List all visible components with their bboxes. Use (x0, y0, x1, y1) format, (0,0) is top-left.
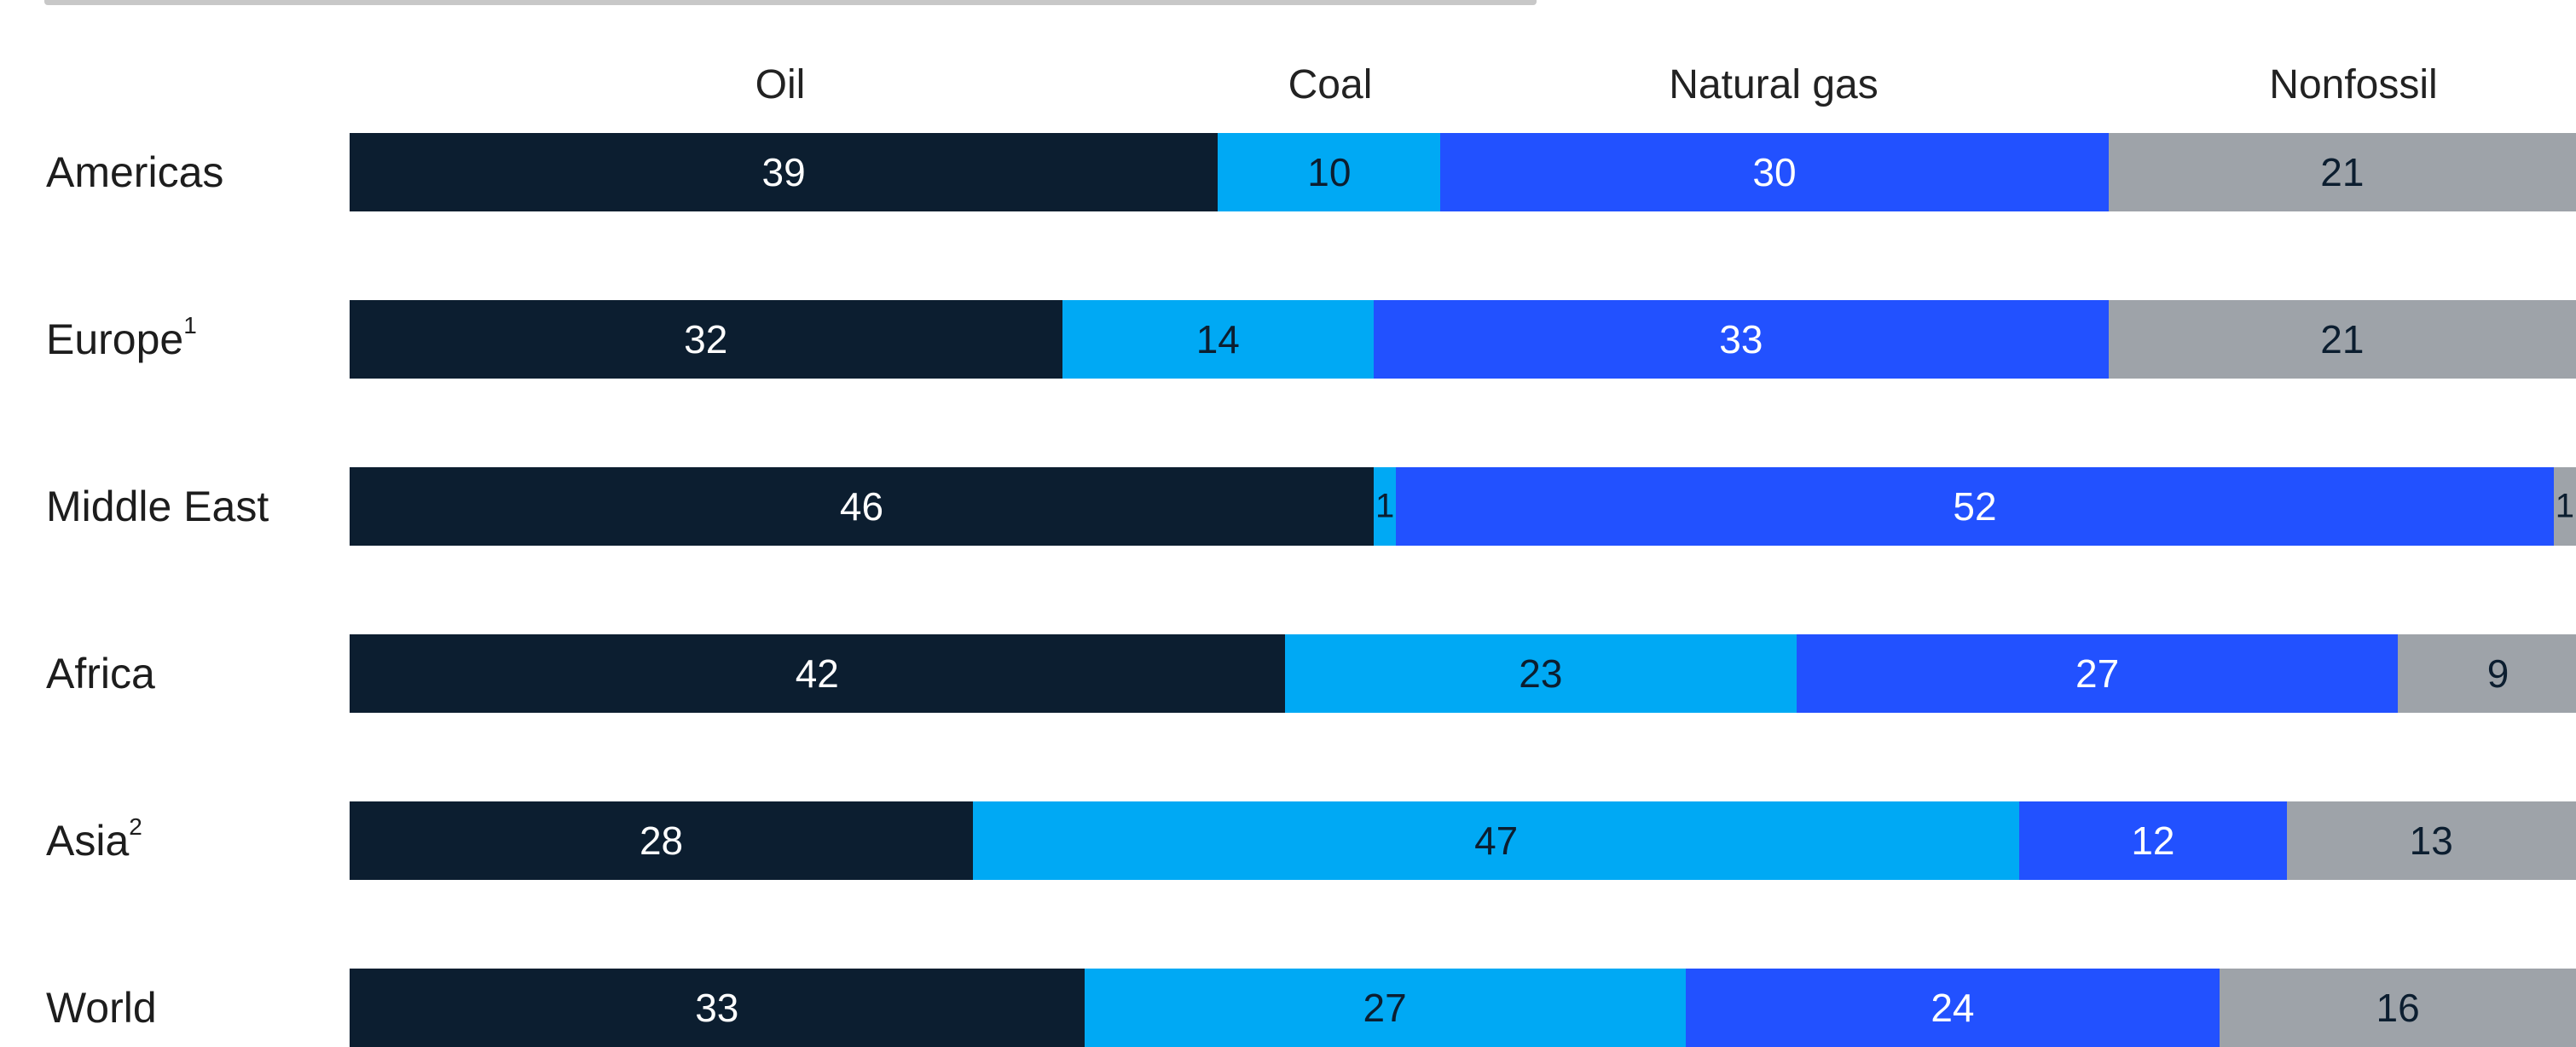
bar-segment-oil: 28 (350, 801, 974, 880)
data-label: 1 (1375, 487, 1395, 525)
bar-segment-coal: 27 (1084, 969, 1686, 1047)
data-label: 30 (1752, 150, 1797, 194)
data-label: 10 (1307, 150, 1352, 194)
bar-segment-oil: 32 (350, 300, 1062, 379)
bar-segment-nonfossil: 21 (2108, 133, 2576, 211)
row-label-asia: Asia2 (46, 813, 142, 865)
data-label: 13 (2409, 819, 2453, 863)
stacked-bar-africa: 42 23 27 9 (350, 634, 2576, 713)
data-label: 21 (2320, 317, 2365, 362)
stacked-bar-world: 33 27 24 16 (350, 969, 2576, 1047)
data-label: 39 (761, 150, 806, 194)
data-label: 23 (1519, 651, 1563, 696)
bar-segment-nonfossil: 16 (2220, 969, 2576, 1047)
bar-segment-natural-gas: 30 (1440, 133, 2109, 211)
category-name: Americas (46, 148, 224, 196)
series-label-oil: Oil (755, 62, 806, 107)
series-label-nonfossil: Nonfossil (2269, 62, 2438, 107)
bar-segment-nonfossil: 9 (2398, 634, 2576, 713)
stacked-bar-middle-east: 46 1 52 1 (350, 467, 2576, 546)
footnote-marker: 1 (183, 312, 197, 339)
bar-segment-coal: 47 (973, 801, 2020, 880)
data-label: 21 (2320, 150, 2365, 194)
bar-segment-oil: 42 (350, 634, 1285, 713)
bar-segment-natural-gas: 27 (1797, 634, 2399, 713)
data-label: 52 (1953, 484, 1997, 529)
data-label: 12 (2131, 819, 2175, 863)
footnote-marker: 2 (129, 813, 142, 841)
bar-segment-nonfossil: 1 (2553, 467, 2576, 546)
bar-segment-oil: 46 (350, 467, 1375, 546)
data-label: 33 (1719, 317, 1763, 362)
data-label: 28 (639, 819, 684, 863)
bar-segment-natural-gas: 33 (1374, 300, 2109, 379)
category-name: Africa (46, 650, 155, 697)
series-label-natural-gas: Natural gas (1669, 62, 1878, 107)
category-name: World (46, 984, 157, 1032)
data-label: 33 (695, 986, 739, 1030)
bar-segment-coal: 23 (1284, 634, 1797, 713)
category-name: Middle East (46, 483, 269, 530)
data-label: 27 (1363, 986, 1407, 1030)
bar-segment-natural-gas: 24 (1685, 969, 2220, 1047)
data-label: 42 (795, 651, 839, 696)
bar-segment-coal: 14 (1062, 300, 1375, 379)
data-label: 47 (1474, 819, 1519, 863)
bar-segment-nonfossil: 21 (2108, 300, 2576, 379)
data-label: 1 (2555, 487, 2575, 525)
data-label: 24 (1931, 986, 1975, 1030)
data-label: 46 (839, 484, 884, 529)
data-label: 27 (2075, 651, 2120, 696)
row-label-americas: Americas (46, 148, 223, 197)
data-label: 14 (1195, 317, 1240, 362)
stacked-bar-asia: 28 47 12 13 (350, 801, 2576, 880)
series-label-coal: Coal (1288, 62, 1373, 107)
bar-segment-coal: 10 (1218, 133, 1441, 211)
data-label: 9 (2486, 651, 2509, 696)
category-name: Asia (46, 817, 130, 865)
stacked-bar-europe: 32 14 33 21 (350, 300, 2576, 379)
row-label-middle-east: Middle East (46, 482, 269, 531)
bar-segment-nonfossil: 13 (2286, 801, 2576, 880)
cropped-title-text (44, 0, 1537, 5)
category-name: Europe (46, 315, 184, 363)
row-label-europe: Europe1 (46, 312, 197, 364)
bar-segment-oil: 33 (350, 969, 1085, 1047)
row-label-world: World (46, 983, 157, 1033)
row-label-africa: Africa (46, 649, 155, 698)
data-label: 32 (684, 317, 728, 362)
bar-segment-oil: 39 (350, 133, 1219, 211)
bar-segment-natural-gas: 52 (1396, 467, 2554, 546)
bar-segment-natural-gas: 12 (2019, 801, 2287, 880)
stacked-bar-americas: 39 10 30 21 (350, 133, 2576, 211)
data-label: 16 (2376, 986, 2420, 1030)
bar-segment-coal: 1 (1374, 467, 1397, 546)
